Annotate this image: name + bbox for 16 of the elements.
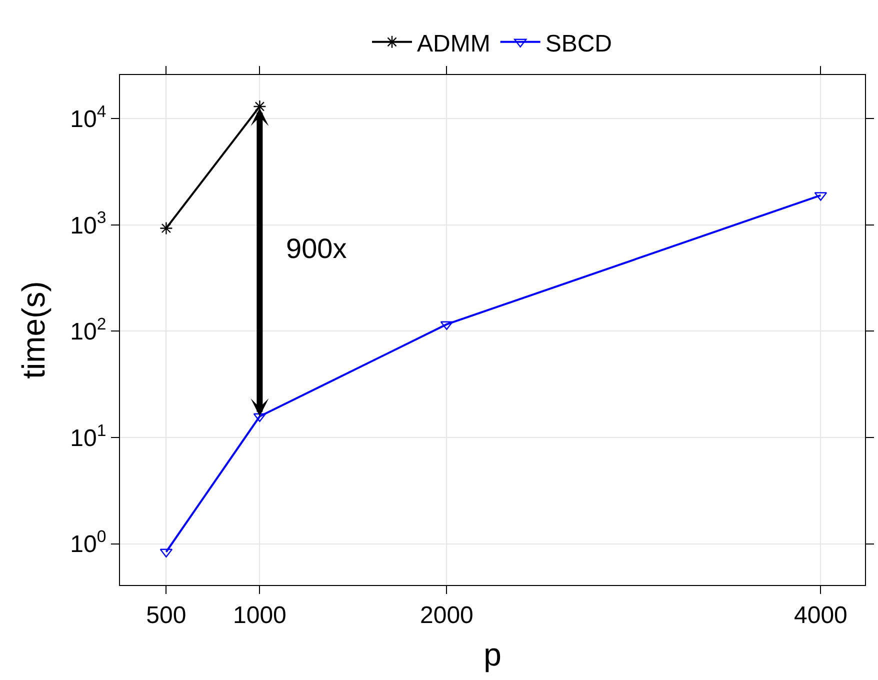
annotation: 900x [286, 233, 347, 264]
y-tick-label: 10$^{1}$ [70, 420, 106, 452]
y-tick-label: 10$^{2}$ [70, 314, 106, 346]
legend-label: SBCD [545, 30, 612, 58]
point [160, 222, 173, 235]
legend-label: ADMM [417, 30, 490, 58]
point [253, 100, 266, 114]
x-tick-label: 500 [146, 602, 186, 629]
x-tick-label: 1000 [232, 602, 286, 629]
y-axis-title: time(s) [15, 281, 52, 379]
y-tick-label: 10$^{0}$ [70, 527, 106, 558]
x-tick-label: 4000 [794, 602, 848, 629]
y-tick-label: 10$^{4}$ [70, 102, 106, 133]
x-axis-title: p [484, 636, 502, 673]
x-tick-label: 2000 [420, 602, 474, 629]
y-tick-label: 10$^{3}$ [70, 208, 106, 240]
